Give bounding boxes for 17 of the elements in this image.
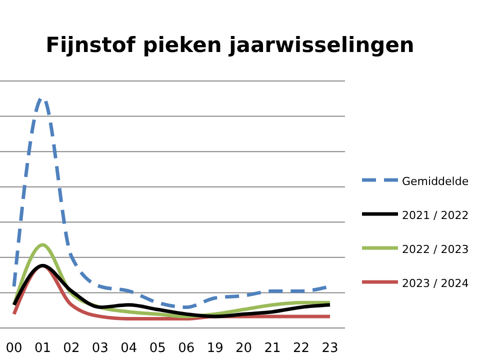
x-tick-label: 22 <box>293 341 310 356</box>
legend-label: 2023 / 2024 <box>402 277 469 290</box>
x-tick-label: 00 <box>6 341 22 356</box>
x-tick-label: 20 <box>236 341 252 356</box>
x-tick-label: 23 <box>322 341 338 356</box>
x-tick-label: 06 <box>178 341 195 356</box>
x-tick-label: 04 <box>120 341 138 356</box>
x-tick-label: 01 <box>34 341 51 356</box>
legend-label: 2021 / 2022 <box>402 209 469 222</box>
chart-title: Fijnstof pieken jaarwisselingen <box>46 33 414 57</box>
x-tick-label: 02 <box>63 341 80 356</box>
x-tick-label: 21 <box>264 341 281 356</box>
legend-label: Gemiddelde <box>402 175 469 188</box>
x-tick-label: 05 <box>149 341 166 356</box>
x-tick-label: 03 <box>92 341 108 356</box>
x-tick-label: 19 <box>206 341 224 356</box>
legend-label: 2022 / 2023 <box>402 243 469 256</box>
